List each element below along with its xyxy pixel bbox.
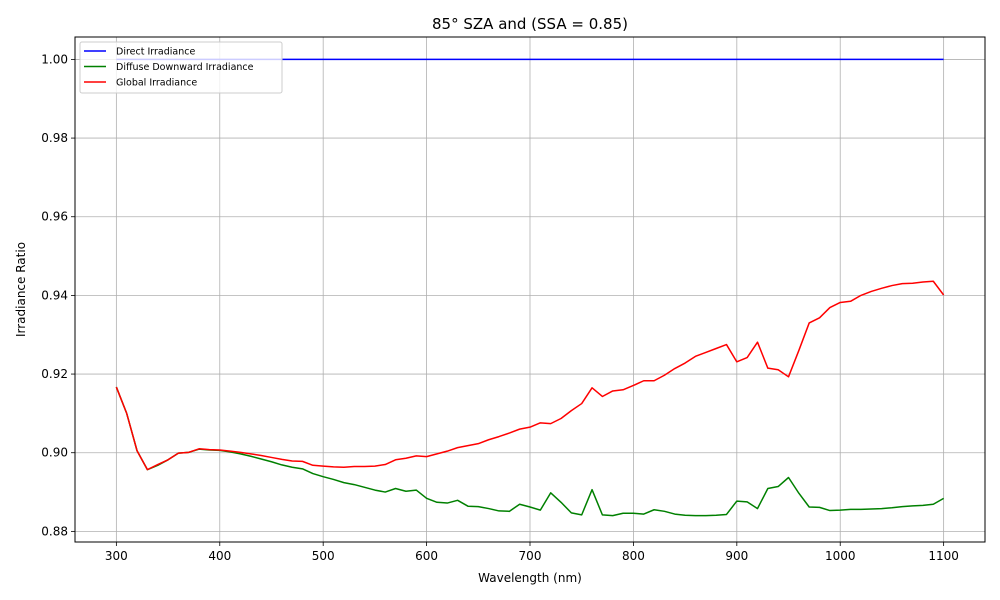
x-tick-label: 400 <box>208 549 231 563</box>
x-tick-label: 300 <box>105 549 128 563</box>
legend-label: Direct Irradiance <box>116 47 195 58</box>
y-axis-label: Irradiance Ratio <box>14 242 28 337</box>
y-tick-label: 0.96 <box>41 210 68 224</box>
series-line-diffuse-downward-irradiance <box>115 386 945 517</box>
y-tick-label: 0.88 <box>41 524 68 538</box>
y-axis-ticks: 0.88 0.90 0.92 0.94 0.96 0.98 1.00 <box>41 52 75 538</box>
x-tick-label: 1100 <box>928 549 959 563</box>
x-tick-label: 900 <box>725 549 748 563</box>
legend-label: Global Irradiance <box>116 78 197 89</box>
x-tick-label: 500 <box>312 549 335 563</box>
x-axis-label: Wavelength (nm) <box>478 571 582 585</box>
y-tick-label: 0.92 <box>41 367 68 381</box>
x-tick-label: 600 <box>415 549 438 563</box>
x-tick-label: 700 <box>519 549 542 563</box>
x-tick-label: 1000 <box>825 549 856 563</box>
y-tick-label: 1.00 <box>41 52 68 66</box>
legend-box <box>79 41 283 94</box>
y-tick-label: 0.90 <box>41 446 68 460</box>
x-axis-ticks: 300 400 500 600 700 800 900 1000 1100 <box>105 542 959 563</box>
y-tick-label: 0.94 <box>41 288 68 302</box>
x-tick-label: 800 <box>622 549 645 563</box>
legend: Direct Irradiance Diffuse Downward Irradi… <box>79 41 283 94</box>
series-line-global-irradiance <box>115 280 945 471</box>
grid-lines <box>75 37 985 542</box>
y-tick-label: 0.98 <box>41 131 68 145</box>
chart-title: 85° SZA and (SSA = 0.85) <box>432 15 628 33</box>
legend-label: Diffuse Downward Irradiance <box>116 62 254 73</box>
